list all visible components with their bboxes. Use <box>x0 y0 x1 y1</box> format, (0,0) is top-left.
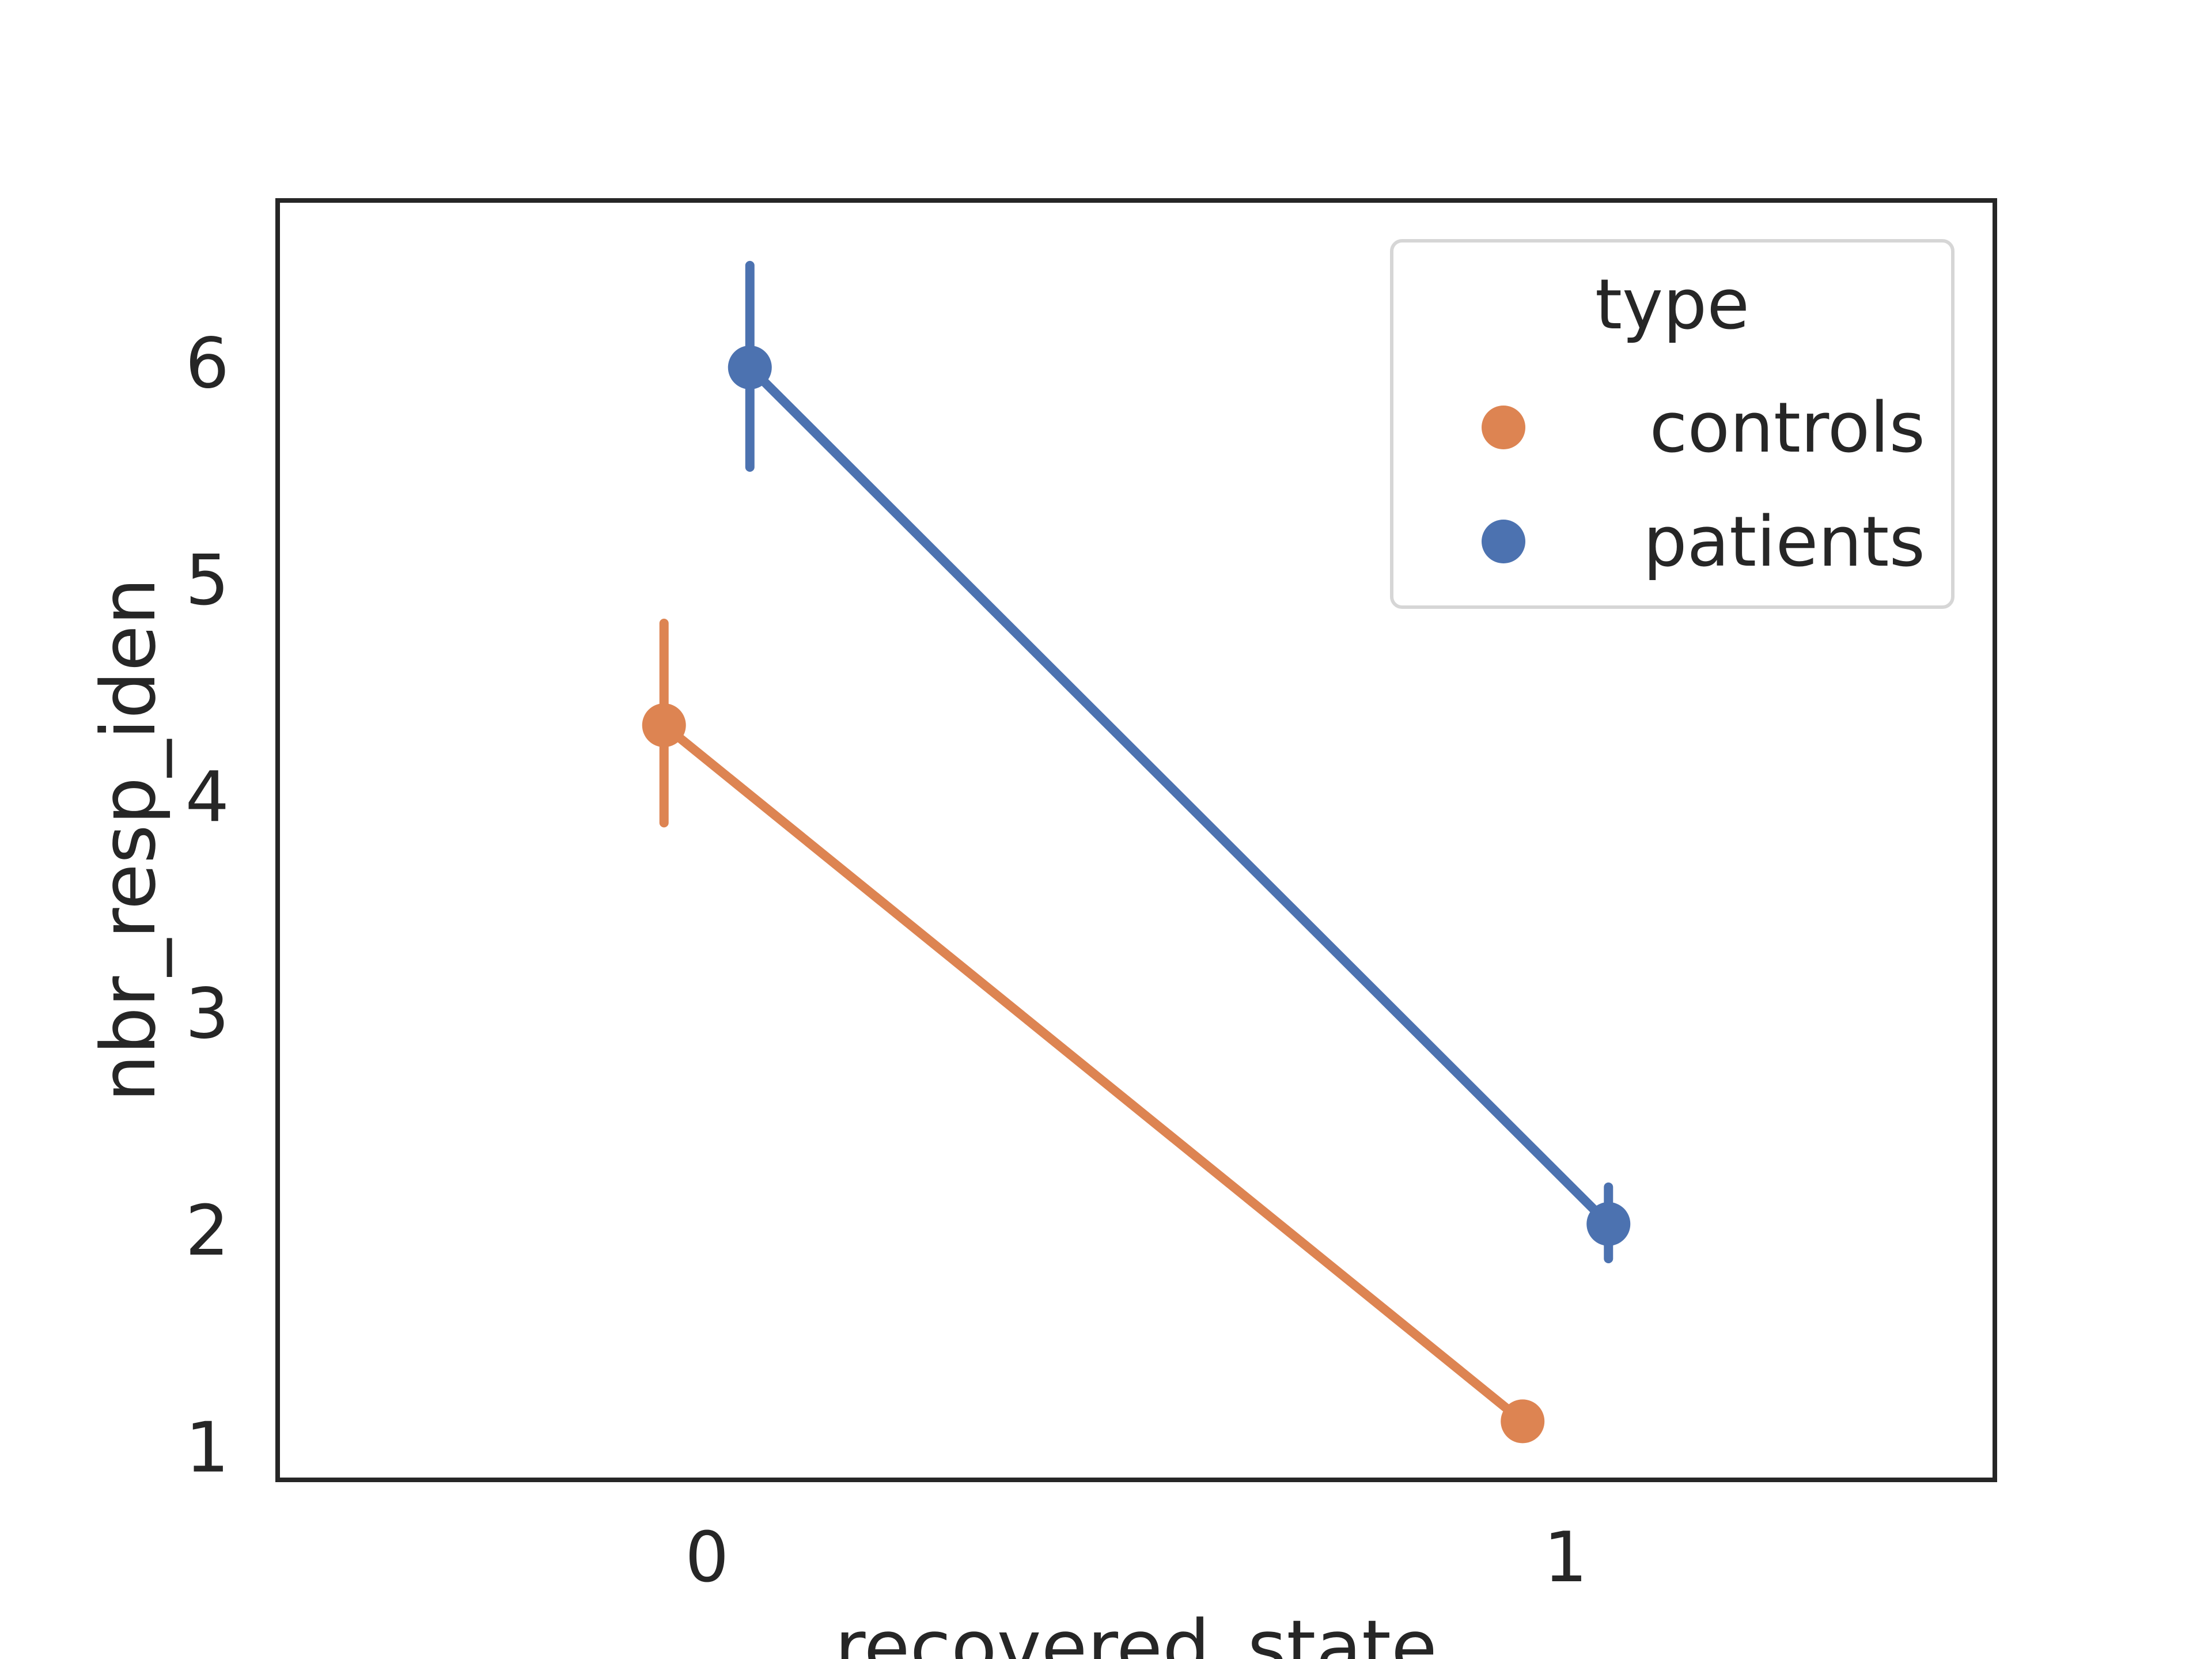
legend-entries: controls patients <box>1482 388 1925 582</box>
legend-marker <box>1482 520 1525 563</box>
legend-marker <box>1482 406 1525 449</box>
series-line <box>745 362 1613 1229</box>
data-point <box>728 345 772 389</box>
legend-item-controls: controls <box>1482 388 1925 468</box>
legend-item-patients: patients <box>1482 502 1925 582</box>
series-layer <box>642 260 1631 1444</box>
y-tick-label: 6 <box>185 324 229 404</box>
x-tick-label: 0 <box>685 1518 729 1598</box>
x-tick-label: 1 <box>1544 1518 1588 1598</box>
legend-label: patients <box>1643 502 1925 582</box>
series-controls <box>642 619 1545 1444</box>
data-point <box>642 703 686 747</box>
legend[interactable]: type controls patients <box>1390 239 1955 609</box>
y-axis-label: nbr_resp_iden <box>85 578 172 1102</box>
y-tick-label: 4 <box>185 757 229 838</box>
data-point <box>1586 1202 1631 1246</box>
y-axis-ticks: 1 2 3 4 5 6 <box>185 324 229 1488</box>
y-tick-label: 1 <box>185 1408 229 1488</box>
plot-area-frame <box>275 198 1997 1482</box>
data-point <box>1501 1399 1545 1444</box>
legend-box <box>1390 239 1955 609</box>
legend-label: controls <box>1650 388 1925 468</box>
x-axis-label: recovered_state <box>835 1604 1437 1659</box>
series-line <box>659 720 1528 1426</box>
y-tick-label: 2 <box>185 1191 229 1271</box>
y-tick-label: 5 <box>185 541 229 621</box>
y-tick-label: 3 <box>185 975 229 1055</box>
series-patients <box>728 260 1631 1264</box>
legend-title: type <box>1595 265 1749 345</box>
